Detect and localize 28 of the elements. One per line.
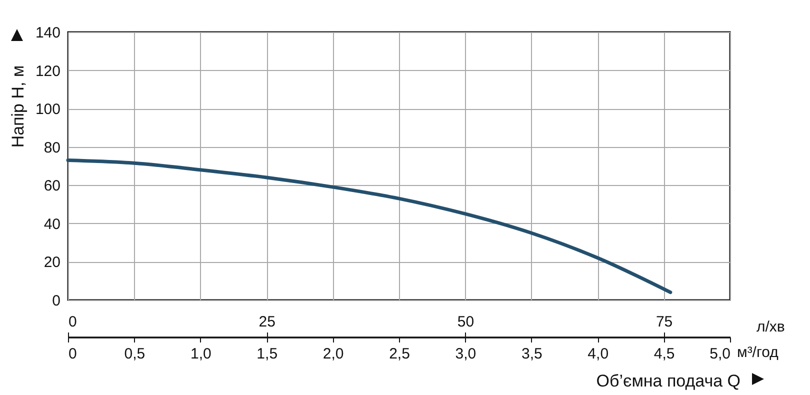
x-tick-label: 1,0 bbox=[190, 346, 212, 362]
y-tick-label: 80 bbox=[44, 139, 60, 156]
y-tick-label: 120 bbox=[35, 62, 60, 80]
y-tick-label: 0 bbox=[52, 292, 60, 310]
y-axis-title: Напір H, м bbox=[8, 65, 28, 148]
x-tick-label: 5,0 bbox=[710, 346, 730, 362]
x-tick-label: 3,5 bbox=[521, 346, 542, 362]
x2-tick-label: 0 bbox=[68, 314, 77, 330]
x-tick-label: 4,0 bbox=[588, 346, 609, 362]
x-axis-title: Об’ємна подача Q bbox=[596, 372, 740, 390]
x-tick-label: 0,5 bbox=[124, 346, 146, 362]
y-tick-label: 140 bbox=[35, 24, 60, 42]
x2-tick-label: 25 bbox=[258, 314, 276, 330]
x-tick-label: 2,0 bbox=[322, 346, 344, 362]
x2-tick-label: 50 bbox=[457, 314, 474, 330]
y-tick-label: 60 bbox=[44, 178, 60, 195]
x-tick-label: 0 bbox=[68, 346, 77, 362]
y-tick-label: 100 bbox=[35, 101, 60, 118]
y-tick-label: 20 bbox=[44, 254, 60, 272]
text: м³/год bbox=[737, 344, 778, 361]
x-tick-label: 2,5 bbox=[389, 346, 410, 362]
x-tick-label: 1,5 bbox=[256, 346, 278, 362]
line-series bbox=[66, 158, 672, 294]
y-tick-label: 40 bbox=[44, 216, 60, 233]
x-tick-label: 3,0 bbox=[455, 346, 476, 362]
x-tick-label: 4,5 bbox=[654, 346, 675, 362]
x2-tick-label: 75 bbox=[656, 314, 673, 330]
x2-axis-title: л/хв bbox=[756, 318, 785, 336]
